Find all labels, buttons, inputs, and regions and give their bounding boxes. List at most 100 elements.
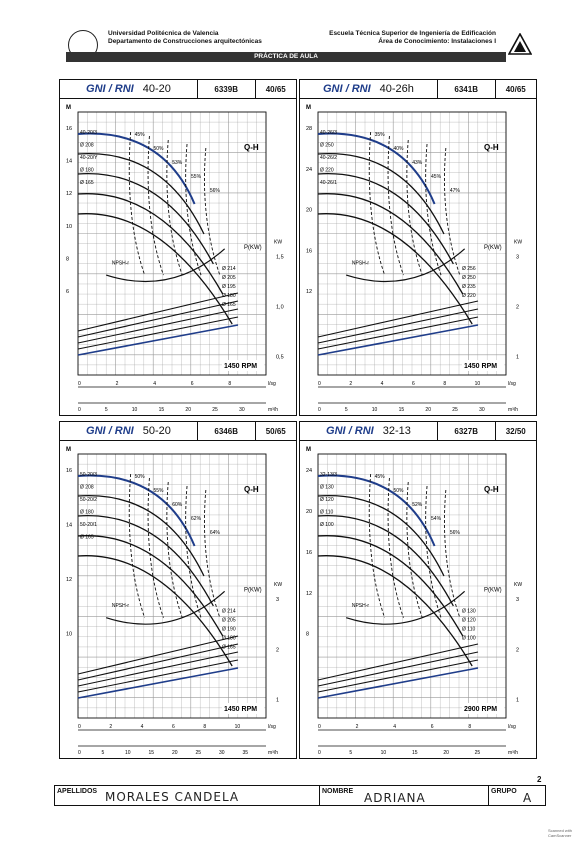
efficiency-label: 35% [375,132,386,138]
ls-tick-label: 2 [109,724,112,730]
q-tick-label: 35 [243,750,249,756]
efficiency-label: 50% [135,474,146,480]
ls-unit: l/sg [508,381,516,387]
impeller-label: Ø 110 [320,510,333,516]
power-curve [77,667,239,699]
kw-tick-label: 3 [276,597,279,603]
efficiency-curve [368,473,386,618]
power-diameter-label: Ø 250 [462,275,476,281]
efficiency-label: 52% [412,502,423,508]
grupo-field[interactable]: GRUPO A [491,788,533,805]
kw-tick-label: 1,5 [276,255,284,261]
efficiency-curve [425,143,442,276]
h-tick-label: 10 [66,224,72,230]
h-tick-label: 20 [306,509,312,515]
panel-title: GNI / RNI 32-13 6327B 32/50 [300,422,536,441]
impeller-label: 50-20/3 [80,472,97,478]
ls-tick-label: 8 [468,724,471,730]
efficiency-label: 45% [375,474,386,480]
ls-tick-label: 0 [78,724,81,730]
y-axis-label: M [306,105,311,111]
hq-curve [317,152,445,235]
university-header: Universidad Politécnica de Valencia Depa… [108,30,262,45]
efficiency-label: 56% [450,530,461,536]
power-curve [317,643,479,681]
q-tick-label: 25 [196,750,202,756]
q-tick-label: 10 [125,750,131,756]
efficiency-label: 55% [153,488,164,494]
rpm-label: 1450 RPM [224,363,257,370]
efficiency-curve [204,489,221,618]
h-tick-label: 24 [306,167,312,173]
ls-tick-label: 2 [356,724,359,730]
h-tick-label: 14 [66,159,72,165]
efficiency-curve [406,481,423,618]
plot-frame [77,111,267,376]
q-tick-label: 15 [149,750,155,756]
ls-tick-label: 0 [318,381,321,387]
plot-frame [77,453,267,719]
q-tick-label: 15 [159,407,165,413]
nombre-field[interactable]: NOMBRE ADRIANA [320,786,489,805]
kw-tick-label: 1,0 [276,305,284,311]
efficiency-curve [166,139,183,276]
power-label: P(KW) [244,587,262,593]
h-tick-label: 28 [306,126,312,132]
impeller-label: 40-26/1 [320,180,337,186]
impeller-label: 40-20/Y [80,155,98,161]
efficiency-label: 56% [210,188,221,194]
power-curve [77,324,239,356]
q-tick-label: 0 [78,750,81,756]
power-diameter-label: Ø 220 [462,293,476,299]
x-axis-label: m³/h [268,750,278,756]
impeller-label: 40-26/2 [320,155,337,161]
school-logo-icon [508,33,532,55]
x-axis-label: m³/h [508,407,518,413]
h-tick-label: 12 [66,191,72,197]
h-tick-label: 16 [66,126,72,132]
ls-tick-label: 2 [116,381,119,387]
apellidos-value: MORALES CANDELA [105,790,240,804]
h-tick-label: 12 [66,577,72,583]
y-axis-label: M [66,105,71,111]
power-diameter-label: Ø 165 [222,302,236,308]
power-curve [317,667,479,699]
power-curve [77,316,239,350]
efficiency-label: 64% [210,530,221,536]
school-header: Escuela Técnica Superior de Ingeniería d… [329,30,496,45]
ls-tick-label: 4 [153,381,156,387]
apellidos-field[interactable]: APELLIDOS MORALES CANDELA [55,786,320,805]
hq-curve [77,515,214,607]
h-tick-label: 8 [66,256,69,262]
q-tick-label: 25 [452,407,458,413]
rpm-label: 2900 RPM [464,706,497,713]
y-axis-label: M [66,447,71,453]
q-tick-label: 30 [219,750,225,756]
efficiency-curve [387,135,404,276]
efficiency-label: 47% [450,188,461,194]
panel-title: GNI / RNI 40-26h 6341B 40/65 [300,80,536,99]
efficiency-label: 40% [393,146,404,152]
q-tick-label: 20 [425,407,431,413]
hq-curve [317,132,436,205]
npsh-curve [106,590,226,625]
efficiency-label: 45% [135,132,146,138]
plot-frame [317,111,507,376]
q-tick-label: 25 [475,750,481,756]
efficiency-curve [406,139,423,276]
npsh-label: NPSH-r [352,261,370,267]
power-diameter-label: Ø 130 [462,608,476,614]
efficiency-curve [185,143,202,276]
kw-unit: KW [274,240,282,246]
h-tick-label: 20 [306,208,312,214]
ls-tick-label: 8 [203,724,206,730]
power-curve [317,651,479,687]
q-tick-label: 5 [349,750,352,756]
power-curve [317,300,479,338]
qh-label: Q-H [484,485,499,494]
power-diameter-label: Ø 180 [222,635,236,641]
efficiency-label: 55% [191,174,202,180]
pump-curve-chart: M 16 14 12 10 3 2 1 KW Q-H 50-20/3 Ø 208 50-20/2 Ø 18… [66,447,282,756]
impeller-label: 40-20/3 [80,130,97,136]
